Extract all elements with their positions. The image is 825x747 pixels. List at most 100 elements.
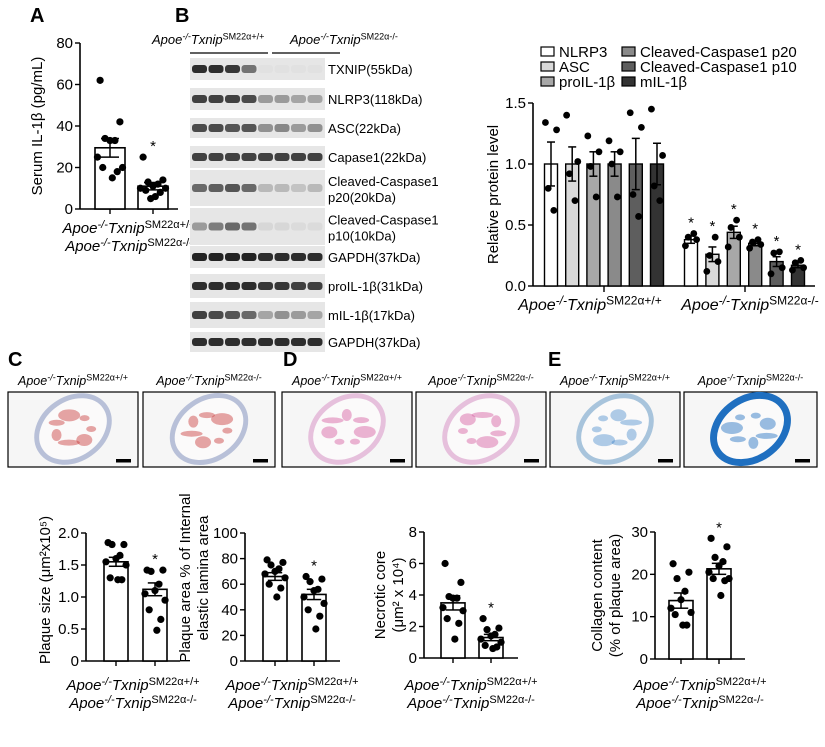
data-point — [102, 558, 110, 566]
blot-band — [192, 184, 207, 192]
genotype-a: Apoe — [68, 695, 104, 712]
blot-row-label: proIL-1β(31kDa) — [328, 279, 423, 294]
genotype-a: Apoe — [406, 695, 442, 712]
vessel-section — [169, 393, 249, 465]
genotype-a-sup: -/- — [47, 373, 56, 383]
blot-band — [208, 124, 224, 132]
stained-tissue — [195, 436, 212, 449]
y-tick-label: 1.5 — [58, 557, 79, 574]
blot-band — [241, 253, 257, 261]
data-point — [685, 568, 693, 576]
genotype-a-sup: -/- — [260, 676, 271, 688]
vessel-section — [34, 393, 112, 465]
y-tick-label: 0.5 — [505, 217, 526, 234]
western-blot: Apoe-/-TxnipSM22α+/+ Apoe-/-TxnipSM22α-/-… — [151, 31, 439, 352]
y-tick-label: 20 — [221, 627, 238, 644]
scale-bar — [253, 459, 268, 463]
genotype-a: Apoe — [291, 374, 321, 388]
blot-row-label: NLRP3(118kDa) — [328, 92, 422, 107]
genotype-b-sup: SM22α+/+ — [487, 676, 538, 688]
y-tick-label: 0.5 — [58, 621, 79, 638]
data-point — [267, 561, 275, 569]
y-tick-label: 60 — [221, 576, 238, 593]
data-point — [161, 184, 170, 192]
genotype-b-sup: SM22α-/- — [497, 373, 534, 383]
blot-band — [208, 282, 224, 290]
histology-title: Apoe-/-TxnipSM22α+/+ — [291, 373, 402, 388]
genotype-b: Txnip — [450, 677, 487, 694]
genotype-b: Txnip — [735, 374, 766, 388]
genotype-b-sup: SM22α+/+ — [606, 293, 662, 307]
genotype-a-sup: -/- — [457, 373, 466, 383]
blot-strip — [190, 246, 325, 268]
genotype-b: Txnip — [329, 32, 361, 47]
genotype-a: Apoe — [61, 220, 97, 237]
stained-tissue — [349, 438, 360, 445]
data-point — [108, 540, 116, 549]
data-point — [320, 599, 328, 608]
data-point — [118, 163, 127, 172]
histology-image-c-ko: Apoe-/-TxnipSM22α-/- — [142, 373, 276, 468]
data-point — [705, 568, 713, 576]
y-tick-label: 1.0 — [58, 589, 79, 606]
data-point — [318, 575, 326, 583]
data-point — [703, 267, 711, 275]
data-point — [139, 153, 147, 161]
data-point — [96, 76, 104, 84]
genotype-b-sup: SM22α+/+ — [223, 31, 265, 41]
blot-band — [225, 153, 240, 161]
data-point — [775, 248, 783, 256]
y-axis-label: Relative protein level — [485, 125, 502, 264]
genotype-a: Apoe — [517, 297, 555, 314]
y-tick-label: 0 — [409, 650, 417, 667]
y-tick-label: 30 — [631, 524, 648, 541]
stained-tissue — [86, 426, 97, 432]
blot-band — [291, 184, 306, 192]
vessel-section — [576, 393, 654, 465]
data-point — [481, 641, 489, 650]
data-point — [477, 635, 485, 643]
blot-band — [258, 124, 273, 132]
data-point — [800, 264, 807, 272]
y-tick-label: 2.0 — [58, 525, 79, 542]
genotype-b: Txnip — [453, 695, 490, 712]
significance-star: * — [688, 215, 694, 232]
stained-tissue — [180, 430, 203, 437]
vessel-section — [308, 393, 386, 465]
data-point — [667, 604, 675, 612]
scale-bar — [795, 459, 810, 463]
blot-band — [307, 222, 323, 231]
blot-strip — [190, 332, 325, 352]
genotype-b-sup: SM22α+/+ — [716, 676, 767, 688]
blot-band — [192, 124, 207, 132]
data-point — [709, 574, 717, 583]
data-point — [626, 109, 634, 117]
x-tick-label: Apoe-/-TxnipSM22α+/+ — [61, 219, 195, 237]
genotype-b-sup: SM22α-/- — [225, 373, 262, 383]
genotype-b-sup: SM22α+/+ — [360, 373, 402, 383]
y-tick-label: 1.0 — [505, 156, 526, 173]
data-point — [679, 621, 687, 629]
significance-star: * — [716, 519, 722, 536]
stained-tissue — [211, 413, 234, 426]
data-point — [443, 615, 451, 623]
y-axis-label: Serum IL-1β (pg/mL) — [29, 57, 46, 196]
y-tick-label: 80 — [56, 35, 73, 52]
blot-band — [274, 282, 290, 290]
blot-band — [208, 338, 224, 346]
blot-band — [241, 153, 257, 161]
genotype-a: Apoe — [65, 677, 101, 694]
x-tick-label: Apoe-/-TxnipSM22α-/- — [68, 694, 197, 712]
genotype-a: Apoe — [224, 677, 260, 694]
data-point — [263, 556, 271, 564]
blot-band — [241, 184, 257, 192]
data-point — [281, 574, 289, 582]
data-point — [671, 610, 679, 619]
stained-tissue — [476, 436, 499, 449]
x-tick-label: Apoe-/-TxnipSM22α-/- — [64, 237, 193, 255]
blot-strip — [190, 118, 325, 138]
genotype-a-sup: -/- — [101, 676, 112, 688]
blot-band — [241, 311, 257, 319]
